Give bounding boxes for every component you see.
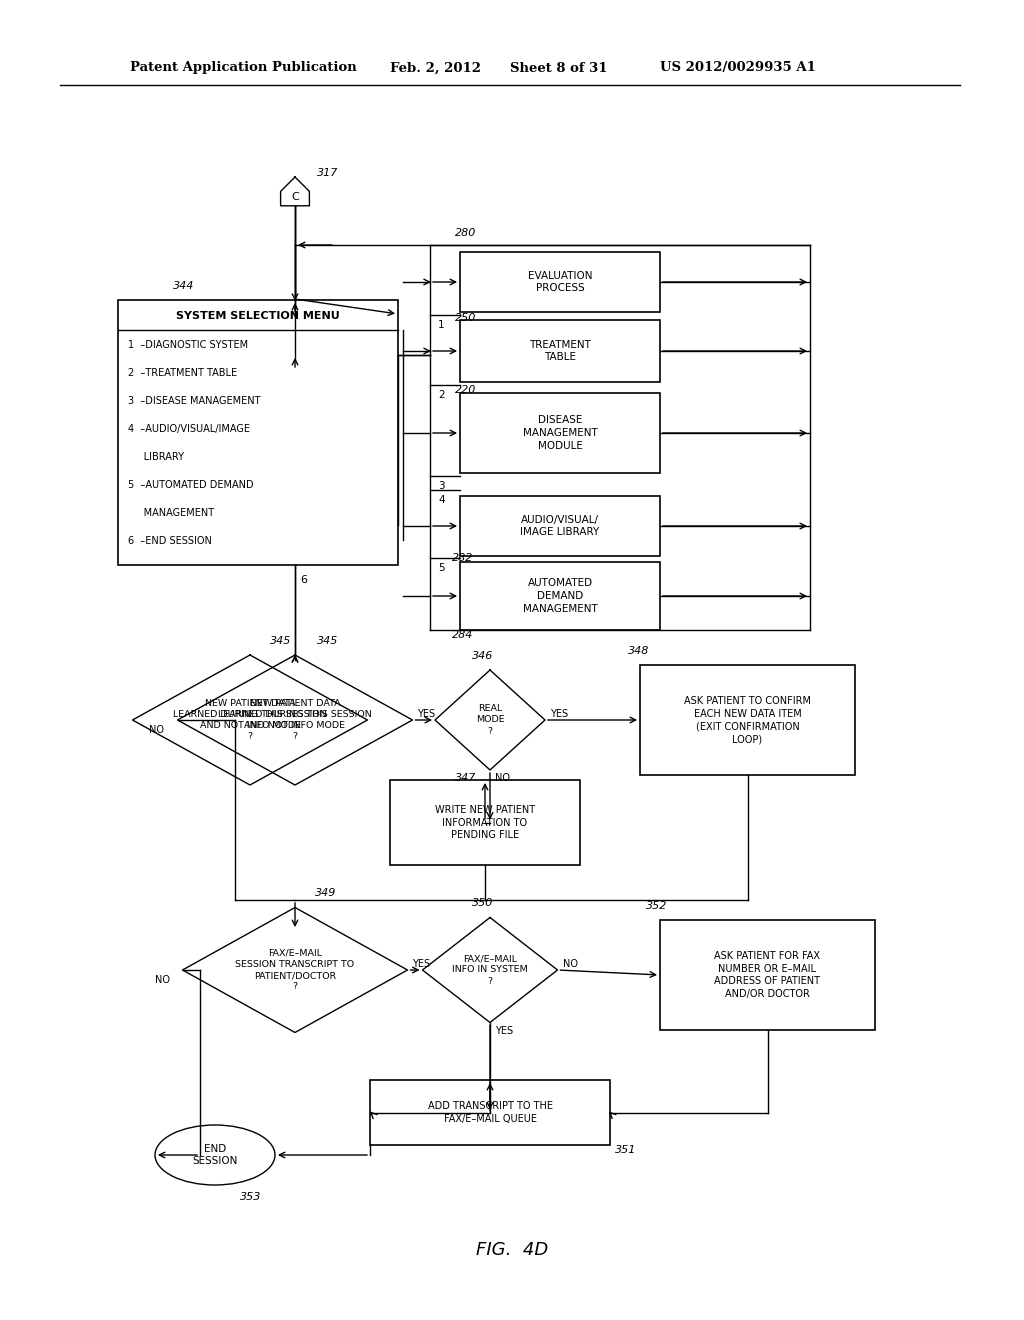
Text: 1  –DIAGNOSTIC SYSTEM: 1 –DIAGNOSTIC SYSTEM <box>128 341 248 350</box>
Text: 4: 4 <box>438 495 444 506</box>
Text: SYSTEM SELECTION MENU: SYSTEM SELECTION MENU <box>176 312 340 321</box>
Text: AUTOMATED
DEMAND
MANAGEMENT: AUTOMATED DEMAND MANAGEMENT <box>522 578 597 614</box>
Text: NO: NO <box>155 975 170 985</box>
Text: MANAGEMENT: MANAGEMENT <box>128 508 214 517</box>
Bar <box>460 393 660 473</box>
Text: 3  –DISEASE MANAGEMENT: 3 –DISEASE MANAGEMENT <box>128 396 260 407</box>
Bar <box>460 562 660 630</box>
Text: 345: 345 <box>270 636 292 645</box>
Text: FAX/E–MAIL
SESSION TRANSCRIPT TO
PATIENT/DOCTOR
?: FAX/E–MAIL SESSION TRANSCRIPT TO PATIENT… <box>236 949 354 991</box>
Text: 2  –TREATMENT TABLE: 2 –TREATMENT TABLE <box>128 368 238 378</box>
Text: 5: 5 <box>438 564 444 573</box>
Bar <box>390 780 580 865</box>
Text: 3: 3 <box>438 480 444 491</box>
Bar <box>640 665 855 775</box>
Text: 353: 353 <box>240 1192 261 1203</box>
Text: 352: 352 <box>646 902 668 911</box>
Text: US 2012/0029935 A1: US 2012/0029935 A1 <box>660 62 816 74</box>
Text: 317: 317 <box>317 168 338 178</box>
Text: NEW PATIENT DATA
LEARNED DURING THIS SESSION
AND NOT INFO MODE
?: NEW PATIENT DATA LEARNED DURING THIS SES… <box>218 698 372 741</box>
Text: ASK PATIENT FOR FAX
NUMBER OR E–MAIL
ADDRESS OF PATIENT
AND/OR DOCTOR: ASK PATIENT FOR FAX NUMBER OR E–MAIL ADD… <box>715 950 820 999</box>
Text: 347: 347 <box>455 774 476 783</box>
Text: 220: 220 <box>455 385 476 395</box>
Text: YES: YES <box>550 709 568 719</box>
Text: 348: 348 <box>628 645 649 656</box>
Text: 1: 1 <box>438 319 444 330</box>
Text: 346: 346 <box>472 651 494 661</box>
Bar <box>370 1080 610 1144</box>
Text: 349: 349 <box>315 888 336 899</box>
Bar <box>118 300 398 565</box>
Text: 5  –AUTOMATED DEMAND: 5 –AUTOMATED DEMAND <box>128 480 254 490</box>
Text: 4  –AUDIO/VISUAL/IMAGE: 4 –AUDIO/VISUAL/IMAGE <box>128 424 250 434</box>
Text: EVALUATION
PROCESS: EVALUATION PROCESS <box>527 271 592 293</box>
Text: DISEASE
MANAGEMENT
MODULE: DISEASE MANAGEMENT MODULE <box>522 416 597 451</box>
Text: 351: 351 <box>615 1144 636 1155</box>
Bar <box>660 920 874 1030</box>
Text: 2: 2 <box>438 389 444 400</box>
Ellipse shape <box>155 1125 275 1185</box>
Text: NEW PATIENT DATA
LEARNED DURING THIS SESSION
AND NOT INFO MODE
?: NEW PATIENT DATA LEARNED DURING THIS SES… <box>173 698 327 741</box>
Text: AUDIO/VISUAL/
IMAGE LIBRARY: AUDIO/VISUAL/ IMAGE LIBRARY <box>520 515 600 537</box>
Text: TREATMENT
TABLE: TREATMENT TABLE <box>529 339 591 363</box>
Text: YES: YES <box>418 709 435 719</box>
Text: FIG.  4D: FIG. 4D <box>476 1241 548 1259</box>
Text: C: C <box>291 191 299 202</box>
Text: FAX/E–MAIL
INFO IN SYSTEM
?: FAX/E–MAIL INFO IN SYSTEM ? <box>453 954 528 986</box>
Text: 344: 344 <box>173 281 195 290</box>
Text: NO: NO <box>562 960 578 969</box>
Text: Sheet 8 of 31: Sheet 8 of 31 <box>510 62 607 74</box>
Text: 6: 6 <box>300 576 307 585</box>
Text: END
SESSION: END SESSION <box>193 1144 238 1166</box>
Text: ASK PATIENT TO CONFIRM
EACH NEW DATA ITEM
(EXIT CONFIRMATION
LOOP): ASK PATIENT TO CONFIRM EACH NEW DATA ITE… <box>684 696 811 744</box>
Text: YES: YES <box>495 1026 513 1035</box>
Text: 280: 280 <box>455 228 476 238</box>
Text: ADD TRANSCRIPT TO THE
FAX/E–MAIL QUEUE: ADD TRANSCRIPT TO THE FAX/E–MAIL QUEUE <box>427 1101 553 1123</box>
Text: 345: 345 <box>317 636 338 645</box>
Text: 6  –END SESSION: 6 –END SESSION <box>128 536 212 546</box>
Bar <box>460 496 660 556</box>
Text: 250: 250 <box>455 313 476 323</box>
Text: 284: 284 <box>452 630 473 640</box>
Text: WRITE NEW PATIENT
INFORMATION TO
PENDING FILE: WRITE NEW PATIENT INFORMATION TO PENDING… <box>435 805 536 841</box>
Text: NO: NO <box>495 774 510 783</box>
Text: Patent Application Publication: Patent Application Publication <box>130 62 356 74</box>
Text: REAL
MODE
?: REAL MODE ? <box>476 705 504 735</box>
Text: NO: NO <box>150 725 165 735</box>
Text: 350: 350 <box>472 899 494 908</box>
Text: Feb. 2, 2012: Feb. 2, 2012 <box>390 62 481 74</box>
Text: LIBRARY: LIBRARY <box>128 451 184 462</box>
Text: 282: 282 <box>452 553 473 564</box>
Bar <box>460 252 660 312</box>
Bar <box>460 319 660 381</box>
Text: YES: YES <box>413 960 431 969</box>
